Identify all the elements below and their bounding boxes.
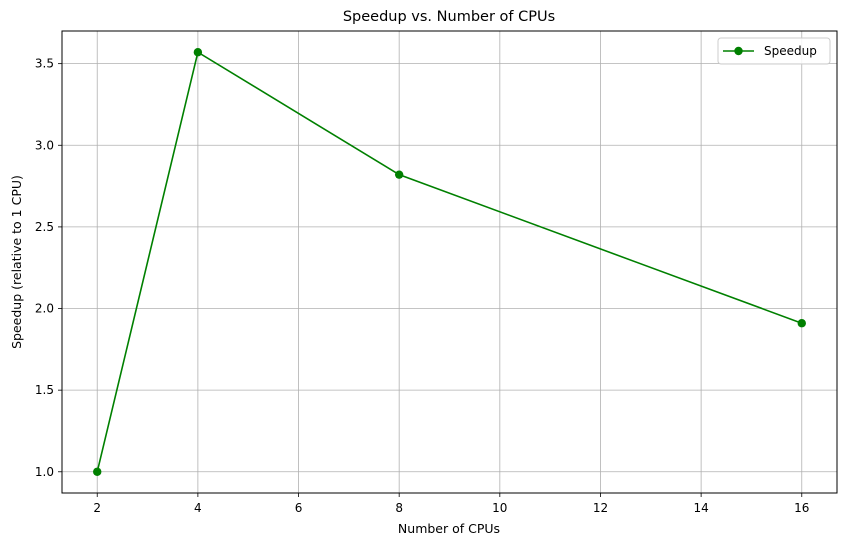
grid	[62, 31, 837, 493]
x-axis-ticks: 2 4 6 8 10 12 14 16	[93, 493, 809, 515]
data-point-speedup	[193, 48, 203, 57]
y-tick-label: 1.0	[35, 465, 54, 479]
chart-title: Speedup vs. Number of CPUs	[343, 9, 555, 25]
x-tick-label: 8	[395, 501, 403, 515]
y-tick-label: 3.0	[35, 138, 54, 152]
data-point-speedup	[797, 319, 806, 328]
x-tick-label: 4	[194, 501, 202, 515]
y-tick-label: 1.5	[35, 383, 54, 397]
data-point-speedup	[394, 170, 404, 179]
series-layer	[93, 48, 806, 476]
y-tick-label: 3.5	[35, 57, 54, 71]
x-tick-label: 2	[93, 501, 101, 515]
y-axis-label: Speedup (relative to 1 CPU)	[9, 175, 24, 349]
x-axis-label: Number of CPUs	[398, 521, 500, 536]
legend-label-speedup: Speedup	[764, 44, 817, 58]
data-point-speedup	[93, 467, 102, 476]
legend-marker-speedup	[734, 46, 743, 56]
y-tick-label: 2.5	[35, 220, 54, 234]
x-tick-label: 14	[693, 501, 708, 515]
x-tick-label: 10	[492, 501, 507, 515]
y-tick-label: 2.0	[35, 302, 54, 316]
legend-box	[717, 37, 831, 65]
x-tick-label: 16	[794, 501, 809, 515]
plot-area-frame	[61, 30, 838, 494]
legend: Speedup	[717, 37, 831, 65]
y-axis-ticks: 1.0 1.5 2.0 2.5 3.0 3.5	[35, 57, 62, 479]
x-tick-label: 12	[593, 501, 608, 515]
x-tick-label: 6	[295, 501, 303, 515]
series-line-speedup	[96, 50, 803, 472]
